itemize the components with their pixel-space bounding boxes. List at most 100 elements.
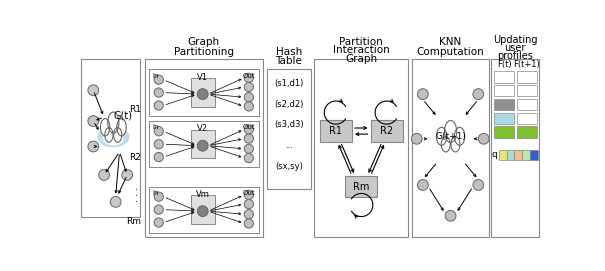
Ellipse shape <box>454 127 465 145</box>
Ellipse shape <box>117 119 126 136</box>
Text: Updating: Updating <box>493 35 537 45</box>
Circle shape <box>473 180 484 190</box>
Ellipse shape <box>97 126 129 147</box>
Text: F(t+1): F(t+1) <box>514 60 540 69</box>
Circle shape <box>197 89 208 99</box>
Bar <box>149 121 259 167</box>
Bar <box>499 150 507 160</box>
Text: In: In <box>152 190 159 196</box>
Bar <box>517 99 537 110</box>
Text: ...: ... <box>285 141 293 150</box>
Bar <box>319 120 352 142</box>
Ellipse shape <box>433 135 468 157</box>
Bar <box>494 99 514 110</box>
Text: Partition: Partition <box>339 37 383 47</box>
Ellipse shape <box>441 137 450 152</box>
Text: Hash: Hash <box>276 47 302 57</box>
Circle shape <box>473 89 484 99</box>
Circle shape <box>154 75 163 84</box>
Text: Table: Table <box>275 56 302 66</box>
Text: user: user <box>505 43 526 53</box>
Ellipse shape <box>108 112 119 133</box>
Circle shape <box>154 153 163 162</box>
Bar <box>370 120 403 142</box>
Ellipse shape <box>445 121 457 143</box>
Circle shape <box>244 210 253 219</box>
Circle shape <box>244 134 253 143</box>
Bar <box>491 59 539 237</box>
Circle shape <box>122 170 132 180</box>
Circle shape <box>244 102 253 111</box>
Bar <box>191 130 215 159</box>
Circle shape <box>154 88 163 97</box>
Circle shape <box>88 141 99 152</box>
Bar <box>149 69 259 116</box>
Text: Rm: Rm <box>126 217 141 226</box>
Bar <box>514 150 522 160</box>
Text: (sx,sy): (sx,sy) <box>275 162 303 171</box>
Circle shape <box>88 116 99 127</box>
Text: G(t+1): G(t+1) <box>435 132 466 141</box>
Bar <box>412 59 489 237</box>
Bar <box>517 127 537 138</box>
Circle shape <box>99 170 110 180</box>
Ellipse shape <box>436 127 446 145</box>
Bar <box>149 186 259 233</box>
Circle shape <box>244 219 253 228</box>
Text: In: In <box>152 124 159 130</box>
Bar <box>507 150 514 160</box>
Circle shape <box>479 133 489 144</box>
Circle shape <box>411 133 422 144</box>
Text: Rm: Rm <box>353 182 370 192</box>
Ellipse shape <box>105 128 113 142</box>
Text: F(t): F(t) <box>497 60 512 69</box>
Circle shape <box>445 210 456 221</box>
Circle shape <box>110 196 121 207</box>
Circle shape <box>154 127 163 136</box>
Ellipse shape <box>451 137 460 152</box>
Circle shape <box>417 89 428 99</box>
Bar <box>191 195 215 224</box>
Text: Computation: Computation <box>417 47 485 57</box>
Text: KNN: KNN <box>439 37 462 47</box>
Text: (s3,d3): (s3,d3) <box>274 120 304 130</box>
Text: Interaction: Interaction <box>333 45 390 55</box>
Ellipse shape <box>100 119 110 136</box>
Bar <box>81 59 140 217</box>
Circle shape <box>244 199 253 209</box>
Circle shape <box>244 93 253 102</box>
Text: In: In <box>152 73 159 79</box>
Text: G(t): G(t) <box>114 111 133 121</box>
Text: Graph: Graph <box>345 54 378 64</box>
Text: (s1,d1): (s1,d1) <box>274 79 304 88</box>
Text: Out: Out <box>243 190 255 196</box>
Circle shape <box>244 73 253 82</box>
Bar <box>494 127 514 138</box>
Circle shape <box>154 205 163 214</box>
Bar <box>345 176 378 197</box>
Bar <box>517 112 537 124</box>
Ellipse shape <box>103 132 123 146</box>
Text: Partitioning: Partitioning <box>174 47 234 57</box>
Circle shape <box>197 140 208 151</box>
Text: q: q <box>492 150 497 159</box>
Bar <box>145 59 263 237</box>
Circle shape <box>417 180 428 190</box>
Circle shape <box>154 101 163 110</box>
Circle shape <box>244 125 253 134</box>
Ellipse shape <box>439 141 462 155</box>
Bar <box>315 59 408 237</box>
Bar <box>517 85 537 96</box>
Text: R2: R2 <box>129 153 141 162</box>
Text: Out: Out <box>243 73 255 79</box>
Bar <box>267 69 311 189</box>
Bar <box>517 71 537 83</box>
Text: profiles: profiles <box>497 51 533 61</box>
Circle shape <box>244 82 253 92</box>
Text: R1: R1 <box>329 126 342 136</box>
Circle shape <box>197 206 208 217</box>
Text: · · ·: · · · <box>133 187 143 202</box>
Circle shape <box>244 190 253 199</box>
Text: (s2,d2): (s2,d2) <box>274 100 304 109</box>
Bar <box>494 71 514 83</box>
